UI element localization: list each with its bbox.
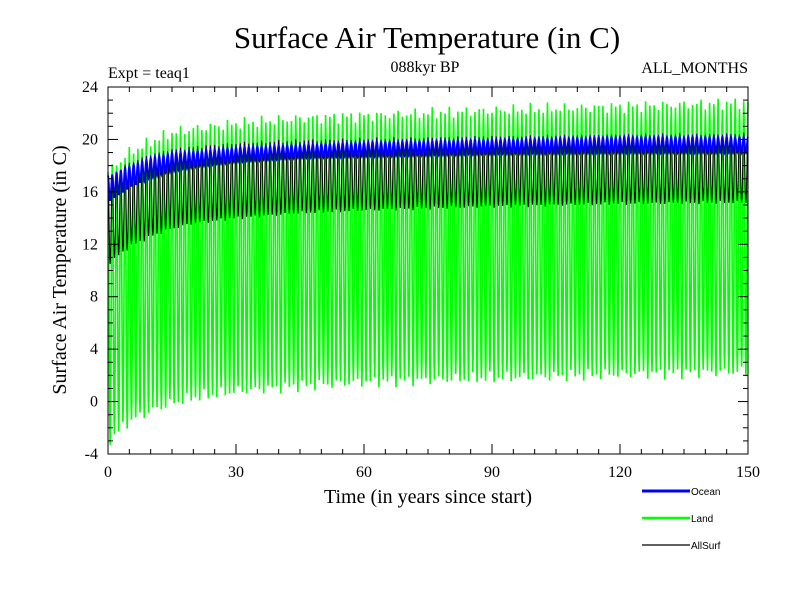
y-tick-label: -4 — [85, 446, 98, 463]
chart-subtitle: 088kyr BP — [391, 59, 460, 76]
x-tick-label: 30 — [228, 464, 244, 481]
legend-label-ocean: Ocean — [691, 487, 720, 498]
y-tick-label: 4 — [90, 341, 98, 358]
x-tick-label: 90 — [484, 464, 500, 481]
y-tick-label: 16 — [82, 184, 98, 201]
x-tick-labels: 0 30 60 90 120 150 — [104, 464, 760, 481]
series-line-land — [107, 98, 749, 445]
series-line-ocean — [107, 133, 749, 202]
months-label: ALL_MONTHS — [641, 60, 748, 77]
x-tick-label: 0 — [104, 464, 112, 481]
x-tick-label: 120 — [608, 464, 632, 481]
y-tick-labels: -4 0 4 8 12 16 20 24 — [82, 79, 98, 463]
y-tick-label: 12 — [82, 236, 98, 253]
y-tick-label: 0 — [90, 394, 98, 411]
x-tick-label: 150 — [736, 464, 760, 481]
y-axis-label: Surface Air Temperature (in C) — [49, 145, 71, 394]
legend-label-allsurf: AllSurf — [691, 541, 721, 552]
y-tick-label: 24 — [82, 79, 98, 96]
chart-title: Surface Air Temperature (in C) — [234, 20, 620, 55]
legend: Ocean Land AllSurf — [642, 487, 721, 552]
axis-ticks — [107, 86, 749, 455]
experiment-label: Expt = teaq1 — [108, 65, 190, 82]
series-layer — [107, 98, 749, 445]
x-axis-label: Time (in years since start) — [324, 486, 532, 508]
legend-label-land: Land — [691, 514, 713, 525]
x-tick-label: 60 — [356, 464, 372, 481]
y-tick-label: 8 — [90, 289, 98, 306]
y-tick-label: 20 — [82, 131, 98, 148]
